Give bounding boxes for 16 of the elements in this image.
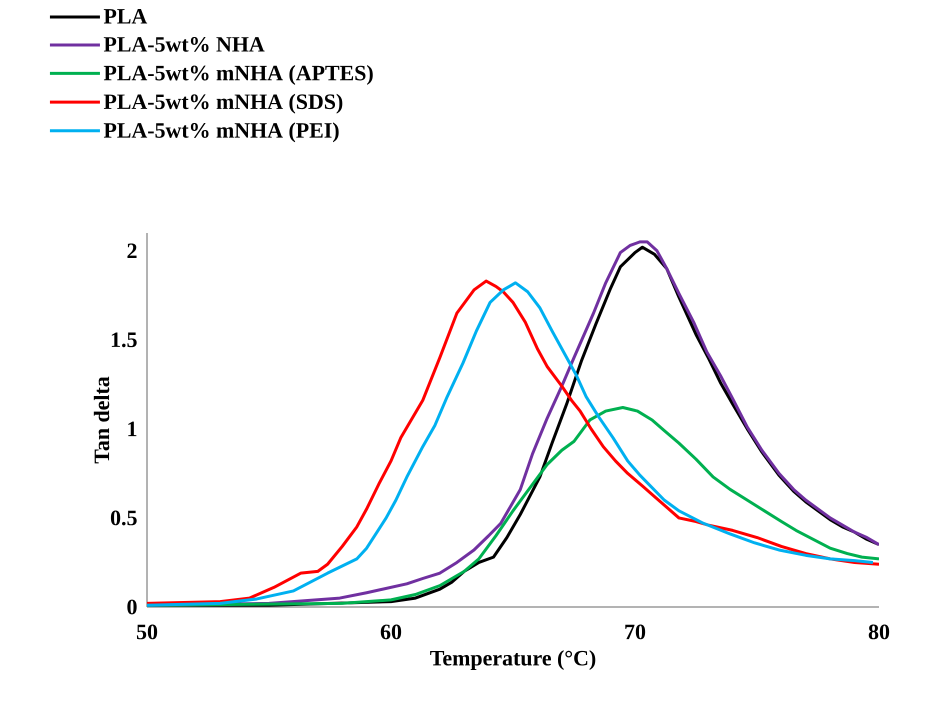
y-axis-title: Tan delta bbox=[94, 376, 110, 464]
y-tick-label: 0.5 bbox=[110, 510, 137, 526]
legend-label: PLA-5wt% NHA bbox=[104, 36, 265, 52]
x-tick-label: 80 bbox=[868, 624, 890, 640]
x-tick-label: 50 bbox=[136, 624, 158, 640]
x-tick-label: 60 bbox=[380, 624, 402, 640]
y-tick-label: 0 bbox=[127, 600, 137, 614]
x-axis-title: Temperature (°C) bbox=[430, 650, 596, 670]
legend-label: PLA-5wt% mNHA (APTES) bbox=[104, 65, 373, 85]
x-tick-label: 70 bbox=[625, 624, 646, 640]
y-tick-label: 1 bbox=[128, 422, 136, 436]
legend-label: PLA bbox=[104, 9, 148, 24]
legend-label: PLA-5wt% mNHA (SDS) bbox=[104, 94, 342, 114]
y-tick-label: 2 bbox=[127, 244, 137, 258]
legend-label: PLA-5wt% mNHA (PEI) bbox=[104, 122, 339, 142]
y-tick-label: 1.5 bbox=[112, 332, 137, 348]
